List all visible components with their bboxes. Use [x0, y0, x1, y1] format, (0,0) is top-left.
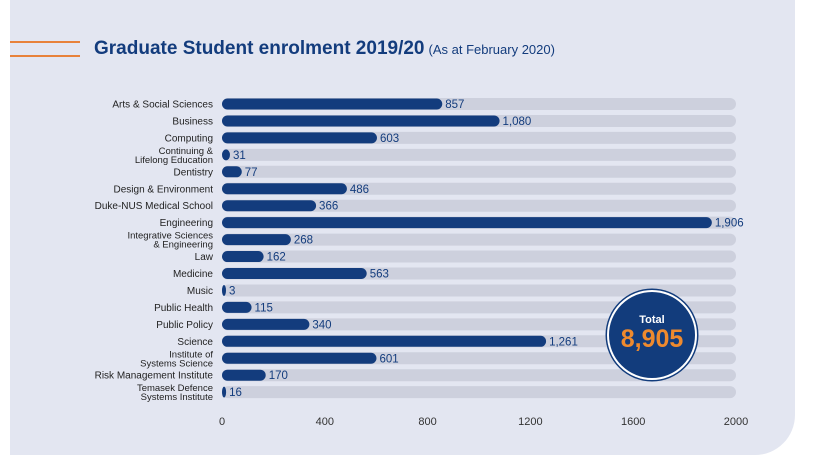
category-label: Arts & Social Sciences — [112, 100, 213, 111]
bar-track — [222, 386, 736, 399]
bar — [222, 149, 230, 161]
title-text: Graduate Student enrolment 2019/20 — [94, 38, 425, 59]
decorative-line — [10, 41, 80, 43]
bar — [222, 115, 500, 127]
category-label: Public Health — [154, 303, 213, 314]
category-label: & Engineering — [153, 240, 213, 251]
value-label: 340 — [312, 319, 331, 331]
value-label: 366 — [319, 201, 338, 213]
bar-track — [222, 284, 736, 297]
decorative-line — [10, 55, 80, 57]
value-label: 162 — [267, 252, 286, 264]
x-tick-label: 2000 — [724, 416, 748, 428]
category-label: Law — [195, 252, 214, 263]
category-label: Systems Institute — [141, 392, 213, 403]
value-label: 603 — [380, 133, 399, 145]
category-label: Temasek Defence — [137, 383, 213, 394]
value-label: 486 — [350, 184, 369, 196]
bar-track — [222, 199, 736, 212]
category-label: Continuing & — [159, 146, 214, 157]
bar — [222, 200, 317, 212]
category-label: Systems Science — [140, 358, 213, 369]
bar-track — [222, 148, 736, 161]
value-label: 563 — [370, 269, 389, 281]
value-label: 601 — [379, 353, 398, 365]
category-label: Medicine — [173, 269, 213, 280]
bar — [222, 132, 377, 144]
value-label: 268 — [294, 235, 313, 247]
category-label: Music — [187, 286, 213, 297]
bar — [222, 284, 226, 296]
category-label: Business — [172, 116, 213, 127]
category-label: Science — [177, 337, 213, 348]
value-label: 115 — [255, 302, 273, 314]
value-label: 31 — [233, 150, 246, 162]
bar — [222, 268, 367, 279]
value-label: 1,261 — [549, 336, 578, 348]
category-label: Duke-NUS Medical School — [95, 201, 213, 212]
bar-track — [222, 250, 736, 263]
total-badge: Total 8,905 — [607, 290, 697, 380]
bar — [222, 369, 266, 381]
bar — [222, 335, 547, 347]
bar-track — [222, 165, 736, 178]
category-label: Public Policy — [156, 320, 213, 331]
bar — [222, 318, 310, 330]
value-label: 1,080 — [503, 116, 532, 128]
chart-subtitle: (As at February 2020) — [428, 42, 555, 57]
category-label: Computing — [165, 133, 213, 144]
total-value: 8,905 — [620, 325, 684, 353]
bar-track — [222, 369, 736, 382]
x-tick-label: 1200 — [518, 416, 542, 428]
category-label: Risk Management Institute — [95, 371, 214, 382]
bar — [222, 301, 252, 313]
bar — [222, 166, 242, 178]
bar — [222, 217, 712, 229]
x-tick-label: 800 — [418, 416, 436, 428]
bar-track — [222, 301, 736, 314]
category-label: Dentistry — [174, 167, 213, 178]
total-label: Total — [639, 314, 665, 326]
x-tick-label: 1600 — [621, 416, 645, 428]
bar — [222, 251, 264, 263]
value-label: 16 — [229, 387, 242, 399]
bar — [222, 183, 347, 195]
bar-track — [222, 182, 736, 195]
bar — [222, 386, 227, 398]
bar — [222, 98, 443, 110]
value-label: 77 — [245, 167, 258, 179]
value-label: 170 — [269, 370, 288, 382]
category-label: Integrative Sciences — [127, 231, 213, 242]
bar — [222, 234, 291, 246]
x-tick-label: 400 — [316, 416, 334, 428]
value-label: 3 — [229, 285, 235, 297]
bar-track — [222, 233, 736, 246]
category-label: Engineering — [160, 218, 213, 229]
category-label: Institute of — [169, 349, 213, 360]
value-label: 857 — [445, 99, 464, 111]
value-label: 1,906 — [715, 218, 744, 230]
bar — [222, 352, 377, 364]
category-label: Lifelong Education — [135, 155, 213, 166]
category-label: Design & Environment — [114, 184, 214, 195]
x-tick-label: 0 — [219, 416, 225, 428]
chart-title: Graduate Student enrolment 2019/20 (As at… — [94, 38, 555, 60]
